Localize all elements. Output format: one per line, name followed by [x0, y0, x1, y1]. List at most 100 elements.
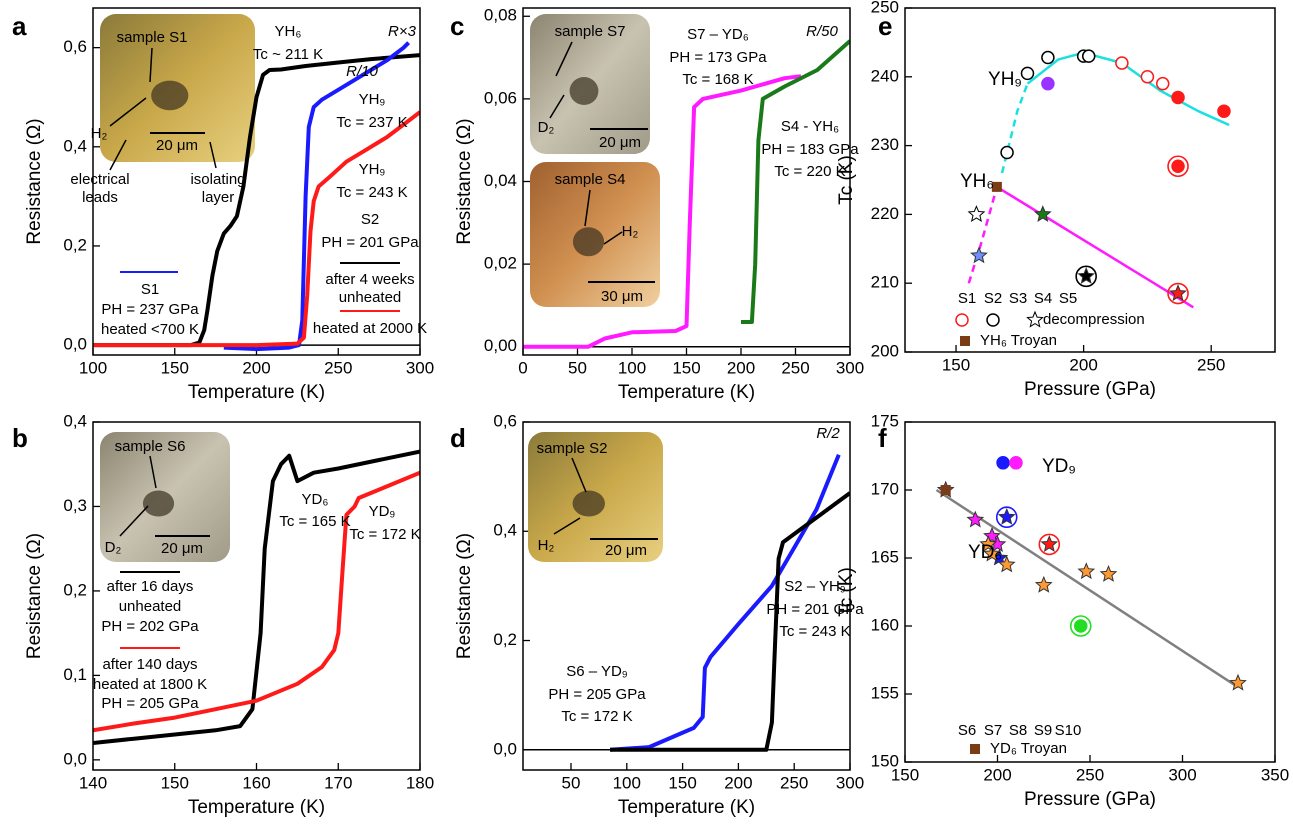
y-tick-label: 0,4 [63, 411, 87, 430]
y-tick-label: 0,1 [63, 665, 87, 684]
annotation: YH₉ [988, 69, 1022, 90]
x-tick-label: 250 [1197, 355, 1225, 374]
inset-label: 20 μm [605, 542, 647, 559]
legend-swatch [970, 744, 980, 754]
data-point [999, 509, 1014, 524]
x-tick-label: 170 [324, 773, 352, 792]
data-point [1001, 146, 1013, 158]
annotation: PH = 173 GPa [669, 49, 767, 66]
annotation: after 16 days [107, 578, 194, 595]
data-point [1079, 564, 1094, 579]
inset-label: 20 μm [156, 137, 198, 154]
inset-label: sample S6 [115, 438, 186, 455]
data-point [997, 457, 1009, 469]
annotation: S6 – YD₉ [566, 663, 628, 680]
panel-label: d [450, 423, 466, 453]
y-tick-label: 0,3 [63, 496, 87, 515]
inset-label: 30 μm [601, 288, 643, 305]
inset-label: 20 μm [599, 134, 641, 151]
y-axis-label: Resistance (Ω) [454, 118, 475, 244]
annotation: YD₉ [369, 503, 396, 520]
y-tick-label: 0,4 [63, 136, 87, 155]
inset-label: H₂ [538, 537, 555, 554]
x-tick-label: 300 [836, 773, 864, 792]
legend-label: S3 [1009, 290, 1027, 307]
inset-sample [151, 81, 188, 111]
x-tick-label: 50 [562, 773, 581, 792]
legend-label: S4 [1034, 290, 1052, 307]
x-tick-label: 200 [1069, 355, 1097, 374]
x-tick-label: 150 [161, 358, 189, 377]
y-tick-label: 0,0 [493, 739, 517, 758]
y-tick-label: 155 [871, 683, 899, 702]
inset-label: D₂ [538, 119, 555, 136]
panel-label: b [12, 423, 28, 453]
data-point [1101, 566, 1116, 581]
fit-line [969, 187, 997, 283]
annotation: PH = 202 GPa [101, 618, 199, 635]
data-point [969, 206, 984, 221]
annotation: PH = 237 GPa [101, 301, 199, 318]
inset-label: sample S1 [117, 29, 188, 46]
data-point [1010, 457, 1022, 469]
legend-symbol [956, 314, 968, 326]
x-tick-label: 200 [724, 773, 752, 792]
annotation: R/10 [346, 63, 378, 80]
data-point [971, 248, 986, 263]
y-axis-label: Resistance (Ω) [24, 533, 45, 659]
x-tick-label: 300 [406, 358, 434, 377]
legend-label: S5 [1059, 290, 1077, 307]
y-tick-label: 0,00 [484, 336, 517, 355]
y-tick-label: 175 [871, 411, 899, 430]
y-tick-label: 0,08 [484, 6, 517, 25]
legend-symbol [987, 314, 999, 326]
x-axis-label: Temperature (K) [188, 797, 325, 818]
y-tick-label: 0,2 [63, 580, 87, 599]
y-tick-label: 0,4 [493, 521, 517, 540]
x-tick-label: 150 [672, 358, 700, 377]
inset-label: D₂ [105, 539, 122, 556]
y-tick-label: 160 [871, 615, 899, 634]
legend-label: S2 [984, 290, 1002, 307]
annotation: PH = 201 GPa [321, 234, 419, 251]
legend-label: S8 [1009, 722, 1027, 739]
inset-sample [570, 77, 599, 105]
inset-label: H₂ [622, 223, 639, 240]
inset-label: leads [82, 189, 118, 206]
data-point [1042, 52, 1054, 64]
annotation: YH₉ [359, 161, 386, 178]
data-point [1116, 57, 1128, 69]
y-axis-label: Tc (K) [836, 567, 857, 617]
y-tick-label: 230 [871, 135, 899, 154]
x-tick-label: 100 [613, 773, 641, 792]
data-point [1036, 577, 1051, 592]
plot-area [937, 490, 1239, 687]
x-tick-label: 150 [668, 773, 696, 792]
x-tick-label: 160 [242, 773, 270, 792]
legend-label: S6 [958, 722, 976, 739]
annotation: heated at 2000 K [313, 320, 427, 337]
y-tick-label: 170 [871, 479, 899, 498]
data-point [968, 512, 983, 527]
annotation: Tc = 172 K [561, 708, 632, 725]
x-tick-label: 250 [781, 358, 809, 377]
data-point [1157, 78, 1169, 90]
x-tick-label: 50 [568, 358, 587, 377]
annotation: after 4 weeks [325, 271, 414, 288]
annotation: S1 [141, 281, 159, 298]
annotation: R/2 [816, 425, 840, 442]
inset-label: electrical [70, 171, 129, 188]
y-axis-label: Resistance (Ω) [454, 533, 475, 659]
legend-label: YH₆ Troyan [980, 332, 1057, 349]
data-point [1218, 105, 1230, 117]
annotation: Tc ~ 211 K [253, 46, 323, 63]
y-tick-label: 0,2 [493, 630, 517, 649]
data-point [1141, 71, 1153, 83]
plot-area [969, 53, 1229, 308]
legend-symbol [1027, 312, 1042, 327]
data-point [1083, 50, 1095, 62]
annotation: Tc = 165 K [279, 513, 350, 530]
annotation: after 140 days [102, 656, 197, 673]
annotation: S4 - YH₆ [781, 118, 839, 135]
fit-line [1002, 84, 1028, 173]
